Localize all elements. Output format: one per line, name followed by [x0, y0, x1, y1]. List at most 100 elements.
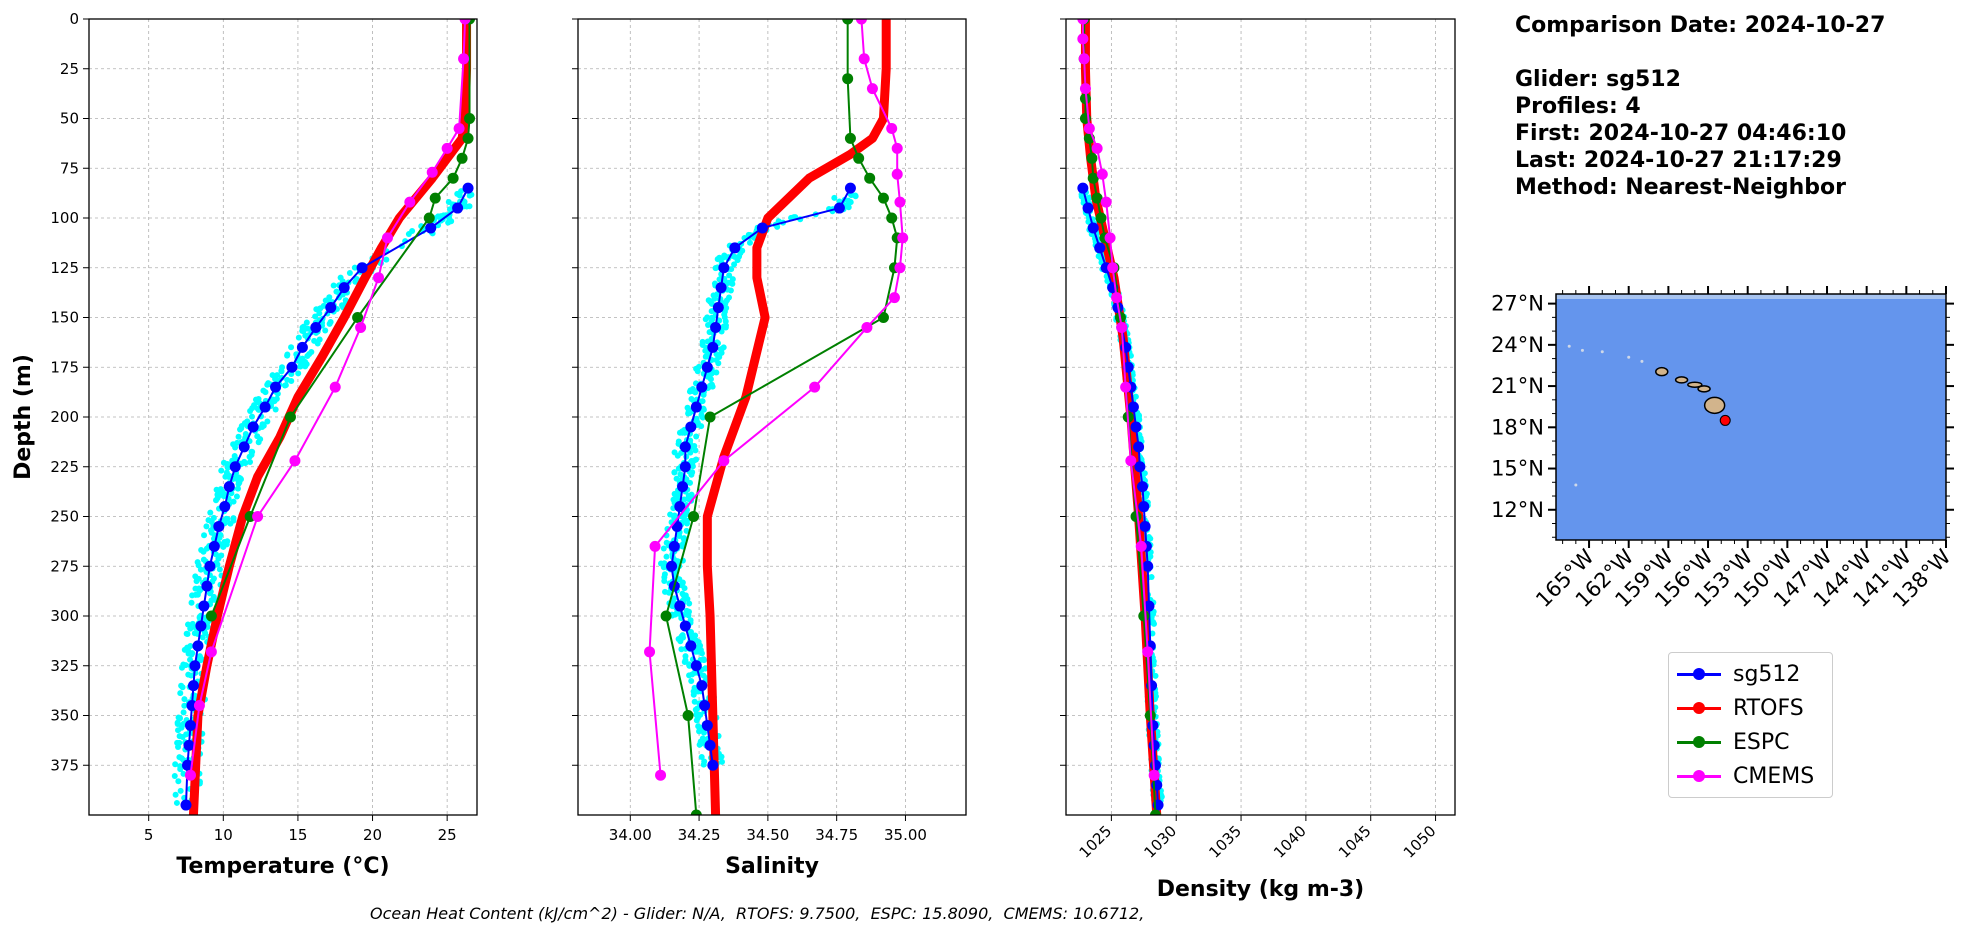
map-lat-label: 24°N: [1491, 333, 1544, 357]
panel-1: 5 10 15 20 250255075100125150175200225250275…: [11, 10, 478, 879]
raw-profile-point: [207, 509, 214, 516]
series-point-sg512: [1082, 202, 1094, 214]
series-point-sg512: [707, 341, 719, 353]
method: Method: Nearest-Neighbor: [1515, 175, 1846, 200]
series-point-sg512: [462, 182, 474, 194]
raw-profile-point: [181, 696, 188, 703]
raw-profile-point: [718, 345, 725, 352]
raw-profile-point: [346, 270, 353, 277]
series-point-espc: [352, 312, 364, 323]
series-point-cmems: [866, 83, 878, 95]
series-point-espc: [864, 172, 876, 184]
raw-profile-point: [322, 327, 329, 334]
raw-profile-point: [333, 288, 340, 295]
raw-profile-point: [223, 469, 230, 476]
raw-profile-point: [466, 203, 473, 210]
series-point-sg512: [679, 461, 691, 473]
raw-profile-point: [210, 575, 217, 582]
raw-profile-point: [701, 758, 708, 765]
raw-profile-point: [177, 766, 184, 773]
raw-profile-point: [178, 682, 185, 689]
legend-item-cmems: CMEMS: [1669, 761, 1814, 791]
series-cmems: [644, 19, 909, 781]
series-point-cmems: [1078, 53, 1090, 65]
series-point-cmems: [1091, 142, 1103, 154]
series-point-sg512: [183, 739, 195, 751]
x-tick-label: 10: [214, 826, 233, 844]
series-point-cmems: [888, 292, 900, 304]
raw-profile-point: [306, 351, 313, 358]
raw-profile-point: [272, 406, 279, 413]
raw-profile-point: [216, 566, 223, 573]
raw-profile-point: [303, 319, 310, 326]
series-point-sg512: [704, 739, 716, 751]
raw-profile-point: [181, 702, 188, 709]
raw-profile-point: [1143, 493, 1150, 500]
series-point-sg512: [699, 700, 711, 712]
raw-profile-point: [249, 413, 256, 420]
raw-profile-point: [255, 439, 262, 446]
raw-profile-point: [686, 407, 693, 414]
series-point-sg512: [238, 441, 250, 453]
series-point-cmems: [1077, 33, 1089, 45]
y-tick-label: 125: [50, 259, 79, 277]
glider-location-marker: [1719, 414, 1731, 426]
series-point-espc: [456, 152, 468, 164]
series-point-cmems: [855, 19, 867, 25]
series-point-cmems: [459, 19, 471, 25]
raw-profile-point: [175, 714, 182, 721]
series-point-sg512: [247, 421, 259, 433]
series-line-cmems: [648, 19, 904, 777]
raw-profile-point: [698, 423, 705, 430]
legend-item-rtofs: RTOFS: [1669, 693, 1804, 723]
raw-profile-point: [680, 634, 687, 641]
series-point-sg512: [219, 501, 231, 513]
series-point-cmems: [1111, 292, 1123, 304]
raw-profile-point: [237, 426, 244, 433]
series-point-cmems: [1135, 540, 1147, 552]
series-point-cmems: [404, 196, 416, 208]
x-tick-label: 34.00: [609, 826, 652, 844]
series-point-espc: [853, 152, 865, 164]
legend-label: CMEMS: [1733, 763, 1815, 789]
raw-profile-point: [671, 469, 678, 476]
series-point-sg512: [707, 759, 719, 771]
map-lat-label: 21°N: [1491, 374, 1544, 398]
raw-profile-point: [188, 599, 195, 606]
map-lat-label: 27°N: [1491, 292, 1544, 316]
series-point-espc: [690, 809, 702, 815]
series-point-cmems: [1148, 769, 1160, 781]
raw-profile-point: [313, 306, 320, 313]
raw-profile-point: [1145, 534, 1152, 541]
series-point-sg512: [270, 381, 282, 393]
series-point-cmems: [381, 232, 393, 244]
map-ocean: [1556, 294, 1946, 540]
raw-profile-point: [699, 338, 706, 345]
raw-profile-point: [187, 656, 194, 663]
y-tick-label: 175: [50, 358, 79, 376]
raw-profile-point: [675, 438, 682, 445]
series-point-cmems: [1120, 381, 1132, 393]
series-point-sg512: [1133, 441, 1145, 453]
series-line-rtofs: [702, 19, 891, 815]
series-point-sg512: [1138, 501, 1150, 513]
series-point-cmems: [252, 511, 264, 522]
y-tick-label: 250: [50, 508, 79, 526]
raw-profile-point: [692, 632, 699, 639]
raw-profile-point: [205, 517, 212, 524]
raw-profile-point: [299, 324, 306, 331]
series-sg512: [180, 182, 474, 811]
series-point-sg512: [1139, 520, 1151, 532]
raw-profile-point: [700, 656, 707, 663]
series-cmems: [1077, 19, 1160, 781]
raw-profile-cloud: [171, 186, 477, 806]
raw-profile-point: [698, 411, 705, 418]
raw-profile-point: [174, 720, 181, 727]
raw-profile-point: [218, 467, 225, 474]
glider-name: Glider: sg512: [1515, 67, 1681, 92]
series-point-cmems: [894, 196, 906, 208]
raw-profile-point: [216, 492, 223, 499]
last-time: Last: 2024-10-27 21:17:29: [1515, 148, 1842, 173]
profile-count: Profiles: 4: [1515, 94, 1641, 119]
raw-profile-point: [234, 485, 241, 492]
